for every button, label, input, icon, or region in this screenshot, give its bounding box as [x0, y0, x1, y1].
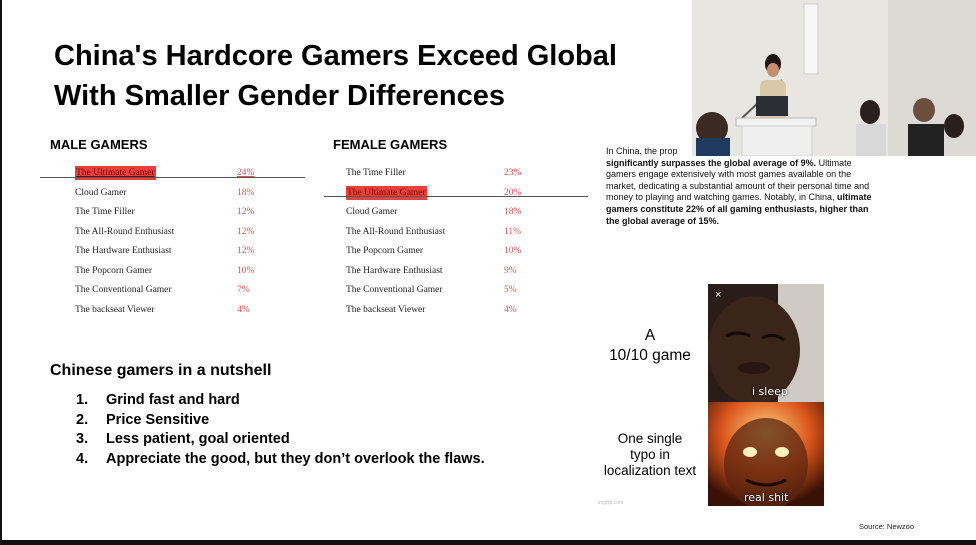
gamer-segment-name: The Ultimate Gamer [75, 166, 156, 180]
nutshell-list: 1. Grind fast and hard 2. Price Sensitive … [76, 391, 485, 469]
gamer-segment-percent: 4% [237, 304, 250, 315]
gamer-segment-percent: 18% [504, 207, 522, 217]
list-item: 3. Less patient, goal oriented [76, 430, 485, 450]
meme-top-line-1: A [644, 327, 656, 344]
female-highlight-rule [324, 196, 588, 197]
list-text: Grind fast and hard [106, 392, 240, 408]
meme-top-line-2: 10/10 game [609, 347, 691, 364]
gamer-segment-percent: 4% [504, 304, 517, 315]
meme-bottom-line-2: typo in [630, 447, 670, 462]
slide-title: China's Hardcore Gamers Exceed Global Wi… [54, 36, 694, 116]
close-icon[interactable]: × [715, 289, 722, 301]
meme-top-caption: A 10/10 game [588, 326, 712, 366]
frame-left-edge [0, 0, 2, 545]
gamer-segment-percent: 20% [504, 187, 522, 198]
gamer-segment-percent: 11% [504, 226, 522, 237]
gamer-segment-percent: 5% [504, 285, 517, 295]
meme-bottom-line-1: One single [617, 431, 683, 446]
gamer-segment-percent: 12% [237, 226, 255, 237]
meme-caption-sleep: i sleep [752, 385, 788, 398]
speaker-scene-illustration [692, 0, 976, 156]
nutshell-title: Chinese gamers in a nutshell [50, 362, 272, 379]
list-item: 2. Price Sensitive [76, 411, 485, 431]
gamer-segment-percent: 10% [237, 265, 255, 276]
insight-bold-1: significantly surpasses the global avera… [606, 157, 817, 168]
gamer-segment-name: The Time Filler [75, 207, 135, 217]
gamer-segment-percent: 23% [504, 168, 522, 178]
insight-bold-2: ultimate gamers constitute 22% of all ga… [606, 192, 872, 226]
frame-bottom-edge [0, 540, 976, 545]
gamer-segment-percent: 24% [237, 168, 255, 178]
gamer-segment-name: The Hardware Enthusiast [346, 265, 443, 276]
gamer-segment-name: The Conventional Gamer [75, 285, 172, 295]
list-number: 1. [76, 392, 89, 408]
meme-watermark: imgflip.com [598, 500, 624, 506]
male-highlight-rule [40, 177, 305, 178]
sleeping-face-illustration [708, 284, 824, 402]
source-credit: Source: Newzoo [859, 522, 915, 531]
list-text: Less patient, goal oriented [106, 431, 290, 447]
gamer-segment-percent: 18% [237, 187, 255, 198]
gamer-segment-percent: 10% [504, 246, 522, 256]
list-text: Appreciate the good, but they don’t over… [106, 450, 485, 467]
insight-text-1: In China, the prop [606, 146, 678, 156]
meme-image-sleep: i sleep [708, 284, 824, 402]
gamer-segment-name: The Time Filler [346, 168, 406, 178]
gamer-segment-percent: 12% [237, 246, 255, 256]
glowing-face-illustration [708, 402, 824, 506]
gamer-segment-name: The All-Round Enthusiast [75, 226, 175, 237]
gamer-segment-name: Cloud Gamer [75, 187, 127, 198]
gamer-segment-name: Cloud Gamer [346, 207, 398, 217]
speaker-video-overlay [692, 0, 976, 156]
list-text: Price Sensitive [106, 411, 210, 428]
female-gamers-heading: FEMALE GAMERS [333, 137, 448, 152]
meme-caption-real: real shit [744, 491, 789, 504]
list-number: 4. [76, 450, 89, 467]
gamer-segment-name: The Ultimate Gamer [346, 185, 427, 200]
list-item: 1. Grind fast and hard [76, 391, 485, 411]
gamer-segment-name: The backseat Viewer [75, 304, 155, 315]
list-item: 4. Appreciate the good, but they don’t ov… [76, 450, 485, 470]
slide-title-line-1: China's Hardcore Gamers Exceed Global [54, 40, 617, 72]
male-gamers-heading: MALE GAMERS [50, 137, 148, 152]
list-number: 3. [76, 431, 89, 447]
insight-text-2: Ultimate gamers engage extensively with … [606, 157, 870, 203]
insight-paragraph: In China, the prop significantly surpass… [606, 146, 874, 227]
meme-image-real: real shit [708, 402, 824, 506]
gamer-segment-name: The Conventional Gamer [346, 285, 443, 295]
gamer-segment-name: The All-Round Enthusiast [346, 226, 446, 237]
gamer-segment-percent: 7% [237, 285, 250, 295]
gamer-segment-name: The Hardware Enthusiast [75, 246, 172, 256]
list-number: 2. [76, 411, 89, 428]
gamer-segment-percent: 9% [504, 265, 517, 276]
gamer-segment-name: The backseat Viewer [346, 304, 426, 315]
gamer-segment-name: The Popcorn Gamer [75, 265, 153, 276]
slide-title-line-2: With Smaller Gender Differences [54, 80, 505, 112]
gamer-segment-percent: 12% [237, 207, 255, 217]
gamer-segment-name: The Popcorn Gamer [346, 246, 424, 256]
meme-bottom-line-3: localization text [603, 463, 697, 478]
meme-bottom-caption: One single typo in localization text [588, 431, 712, 479]
